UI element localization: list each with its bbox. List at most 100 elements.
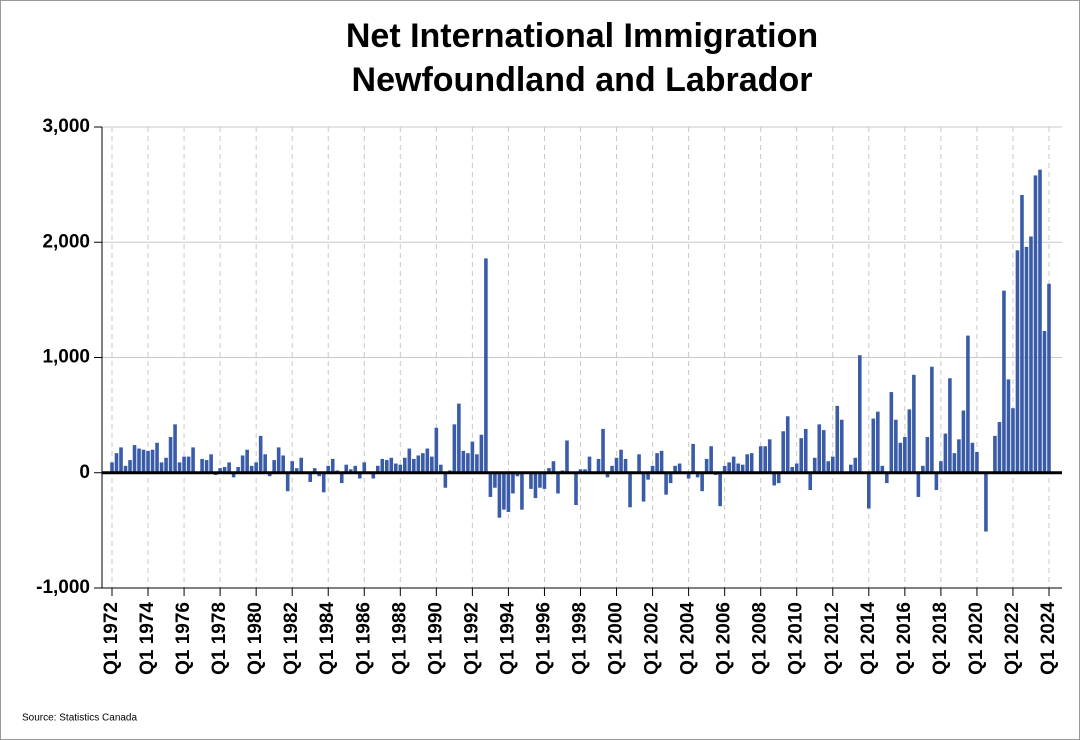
bar <box>853 457 858 473</box>
bar <box>164 457 168 473</box>
bar <box>479 434 484 473</box>
bar <box>240 455 245 473</box>
bar <box>1015 250 1020 473</box>
bar <box>700 472 704 492</box>
x-tick-label: Q1 2014 <box>858 602 879 675</box>
x-tick-label: Q1 1996 <box>533 602 554 675</box>
bar <box>353 465 358 473</box>
bar <box>934 472 939 491</box>
bar <box>587 456 592 473</box>
bar <box>578 469 583 473</box>
bar <box>551 461 556 473</box>
x-tick-label: Q1 2020 <box>966 602 987 675</box>
x-tick-label: Q1 2022 <box>1002 602 1023 675</box>
bar <box>461 450 466 473</box>
bar <box>119 447 123 473</box>
bar <box>565 440 569 473</box>
bar <box>502 472 506 510</box>
bar <box>1042 330 1047 473</box>
bar <box>790 466 795 473</box>
bar <box>1011 408 1015 473</box>
bar <box>736 463 740 473</box>
bar <box>596 458 601 473</box>
bar <box>317 472 322 477</box>
bar <box>1020 194 1024 473</box>
bar <box>839 419 844 473</box>
bar <box>398 464 403 473</box>
bar <box>821 430 826 473</box>
bar <box>628 472 632 508</box>
bar <box>254 462 258 473</box>
bar <box>799 438 804 473</box>
bar <box>921 465 925 473</box>
bar <box>299 457 304 473</box>
bar <box>520 472 524 510</box>
x-tick-label: Q1 2024 <box>1038 602 1059 675</box>
bar <box>407 448 412 473</box>
bar <box>803 428 808 473</box>
bar <box>434 427 439 473</box>
bar <box>168 437 173 473</box>
bar <box>389 457 394 473</box>
bar <box>619 449 623 473</box>
bar <box>848 464 853 473</box>
bar <box>830 456 835 473</box>
bar <box>209 454 213 473</box>
bar <box>425 448 430 473</box>
bar <box>394 463 398 473</box>
bar <box>691 443 695 473</box>
bar <box>493 472 497 488</box>
x-tick-label: Q1 1986 <box>353 602 374 675</box>
bar <box>466 453 470 473</box>
bar <box>655 453 659 473</box>
bar <box>939 461 943 473</box>
x-tick-label: Q1 2010 <box>786 602 807 675</box>
bar <box>285 472 290 492</box>
x-tick-label: Q1 1982 <box>281 602 302 675</box>
bar <box>925 437 930 473</box>
chart-title: Net International Immigration <box>346 17 818 55</box>
bar <box>722 465 727 473</box>
bar <box>488 472 493 497</box>
bar <box>952 453 957 473</box>
x-tick-label: Q1 2004 <box>678 602 699 675</box>
bar <box>538 472 542 488</box>
bar <box>542 472 547 489</box>
bar <box>835 405 840 473</box>
bar <box>912 374 916 473</box>
bar <box>421 453 425 473</box>
bar <box>894 419 898 473</box>
bar <box>547 468 551 473</box>
bar <box>173 424 177 473</box>
bar <box>749 453 754 473</box>
bar <box>876 411 880 473</box>
bar <box>403 457 407 473</box>
bar <box>430 456 434 473</box>
bar <box>637 454 641 473</box>
bar <box>186 456 191 473</box>
bar <box>668 472 673 484</box>
bar <box>380 458 385 473</box>
bar <box>943 433 948 473</box>
bar <box>984 472 988 532</box>
bar <box>258 435 263 473</box>
bar <box>601 428 605 473</box>
bar <box>272 460 276 473</box>
bar <box>200 458 204 473</box>
bar <box>218 468 222 473</box>
bar <box>1006 379 1011 473</box>
bar <box>740 464 745 473</box>
source: Source: Statistics Canada <box>22 713 137 724</box>
bar <box>948 378 952 473</box>
bar <box>231 472 236 478</box>
bar <box>641 472 646 502</box>
bar <box>727 462 731 473</box>
x-tick-label: Q1 2008 <box>750 602 771 675</box>
bar <box>245 449 249 473</box>
y-tick-label: -1,000 <box>36 577 90 598</box>
bar <box>141 449 146 473</box>
bar <box>236 466 240 473</box>
bar <box>812 457 817 473</box>
bar <box>763 446 767 473</box>
